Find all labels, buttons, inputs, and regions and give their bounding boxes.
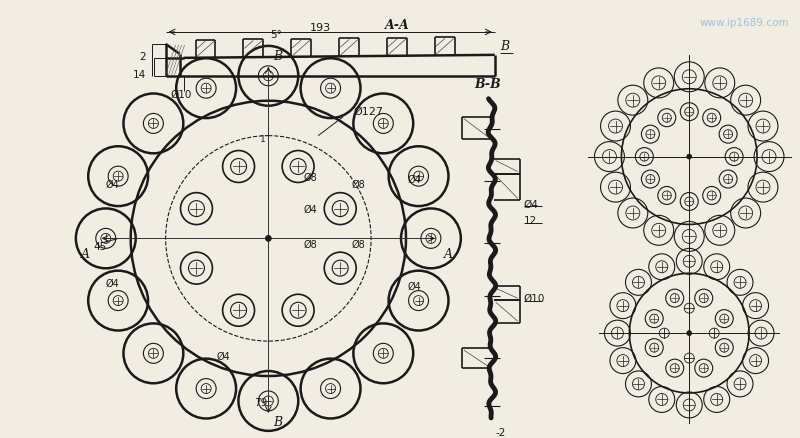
Text: Ø10: Ø10	[170, 89, 192, 99]
Text: 2: 2	[139, 52, 146, 62]
Text: Ø4: Ø4	[524, 199, 538, 209]
Text: -2: -2	[496, 427, 506, 437]
Text: Ø8: Ø8	[303, 172, 317, 182]
Text: www.ip1689.com: www.ip1689.com	[699, 18, 789, 28]
Text: Ø4: Ø4	[106, 179, 119, 189]
Text: 79: 79	[254, 397, 267, 407]
Circle shape	[686, 155, 692, 160]
Text: B: B	[274, 415, 282, 428]
Circle shape	[686, 331, 692, 336]
Text: Ø8: Ø8	[303, 239, 317, 249]
Text: B: B	[274, 50, 282, 63]
Text: 45: 45	[94, 242, 107, 252]
Text: A: A	[82, 247, 90, 260]
Text: Ø8: Ø8	[351, 239, 365, 249]
Text: 12: 12	[524, 216, 537, 226]
Text: Ø127: Ø127	[353, 106, 383, 117]
Text: B-B: B-B	[474, 78, 501, 91]
Text: Ø4: Ø4	[106, 279, 119, 289]
Text: Ø4: Ø4	[408, 282, 422, 292]
Text: 1: 1	[260, 135, 266, 144]
Circle shape	[266, 236, 271, 242]
Text: A: A	[444, 247, 453, 260]
Text: 5°: 5°	[270, 30, 282, 40]
Text: 193: 193	[310, 23, 330, 33]
Text: Ø4: Ø4	[303, 204, 317, 214]
Text: B: B	[500, 40, 509, 53]
Text: Ø8: Ø8	[351, 179, 365, 189]
Text: A-A: A-A	[385, 19, 410, 32]
Text: Ø4: Ø4	[217, 351, 230, 361]
Text: Ø10: Ø10	[524, 293, 545, 304]
Text: Ø4: Ø4	[408, 174, 422, 184]
Text: 14: 14	[133, 70, 146, 80]
